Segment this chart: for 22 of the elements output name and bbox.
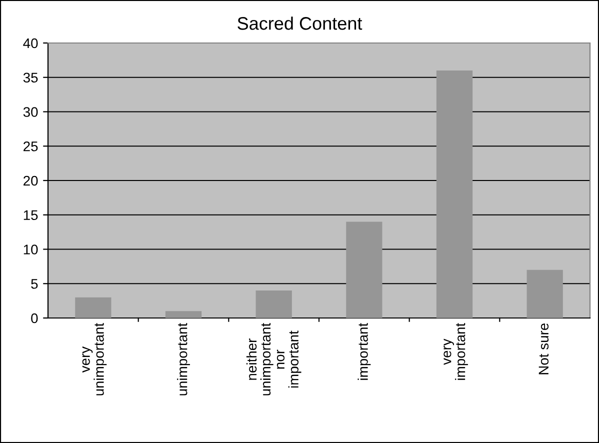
bar xyxy=(75,297,112,318)
x-tick-label: important xyxy=(358,322,371,380)
x-tick-label: unimportant xyxy=(177,322,190,396)
y-tick-label: 15 xyxy=(24,210,38,220)
y-tick-label: 40 xyxy=(23,38,38,48)
x-tick-label: Not sure xyxy=(538,323,549,374)
y-tick-label: 10 xyxy=(24,244,38,254)
bar xyxy=(346,222,382,318)
x-tick-label: very important xyxy=(444,322,468,380)
bar xyxy=(526,270,563,318)
y-tick-label: 30 xyxy=(23,107,38,117)
bar xyxy=(165,311,202,318)
bar xyxy=(256,290,292,318)
y-tick-label: 35 xyxy=(23,72,38,83)
x-tick-label: very unimportant xyxy=(82,322,107,396)
y-tick-label: 20 xyxy=(24,176,38,186)
x-tick-label: neither unimportant nor important xyxy=(246,322,302,396)
chart-title: Sacred Content xyxy=(238,16,362,30)
y-tick-label: 0 xyxy=(31,313,38,324)
y-tick-label: 25 xyxy=(24,141,38,152)
y-tick-label: 5 xyxy=(31,279,38,289)
bar xyxy=(436,70,473,318)
